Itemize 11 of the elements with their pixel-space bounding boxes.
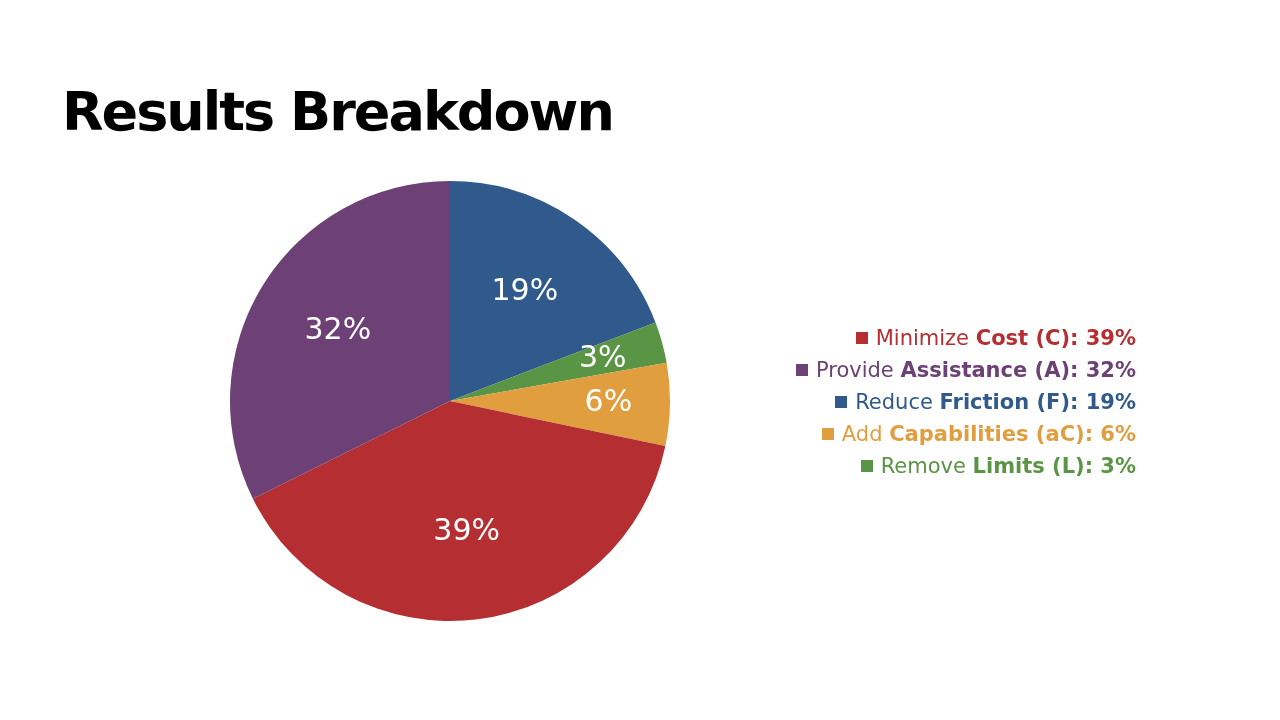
data-label: 32% (304, 311, 372, 347)
legend-label: Add Capabilities (aC): 6% (841, 421, 1136, 448)
chart-title: Results Breakdown (62, 80, 613, 143)
data-label: 19% (491, 272, 559, 308)
data-label: 39% (433, 511, 501, 547)
data-label: 6% (584, 383, 633, 419)
legend-label: Remove Limits (L): 3% (880, 453, 1136, 480)
data-label: 3% (578, 338, 627, 374)
legend-label: Minimize Cost (C): 39% (875, 325, 1136, 352)
legend-label: Provide Assistance (A): 32% (815, 357, 1136, 384)
legend-label: Reduce Friction (F): 19% (855, 389, 1136, 416)
